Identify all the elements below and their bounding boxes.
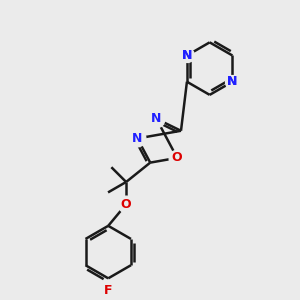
Text: F: F xyxy=(104,284,112,297)
Text: N: N xyxy=(151,112,162,125)
Text: N: N xyxy=(132,132,142,145)
Text: N: N xyxy=(182,49,192,62)
Text: N: N xyxy=(227,75,238,88)
Text: O: O xyxy=(172,152,182,164)
Text: N: N xyxy=(227,75,238,88)
Text: N: N xyxy=(182,49,192,62)
Text: O: O xyxy=(121,198,131,211)
